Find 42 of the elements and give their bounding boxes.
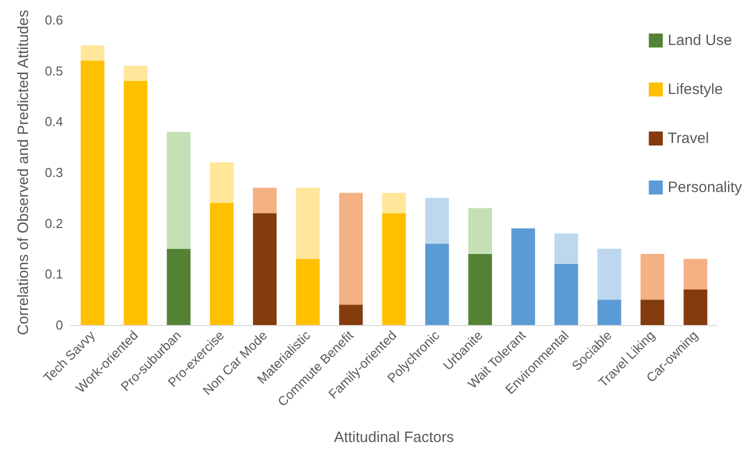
bar: [382, 213, 406, 325]
bar: [684, 289, 708, 325]
bar: [425, 198, 449, 244]
bar: [640, 300, 664, 325]
bar: [511, 228, 536, 325]
y-tick-label: 0.1: [44, 266, 63, 282]
bar: [252, 188, 277, 214]
bar: [468, 208, 492, 254]
bar: [684, 258, 708, 290]
bar: [339, 192, 363, 305]
bar: [210, 203, 234, 325]
y-axis-title: Correlations of Observed and Predicted Attitudes: [15, 10, 32, 336]
legend-label: Personality: [668, 179, 742, 196]
y-tick-label: 0: [56, 318, 63, 332]
bar: [425, 244, 449, 325]
bar: [80, 60, 104, 325]
y-tick-label: 0.3: [44, 165, 63, 180]
y-tick-label: 0.2: [44, 216, 63, 231]
bar: [554, 264, 578, 325]
bar: [166, 248, 191, 325]
bar: [468, 254, 492, 325]
bar: [554, 234, 578, 264]
legend-label: Travel: [668, 130, 709, 147]
y-tick-label: 0.4: [44, 114, 63, 130]
y-tick-label: 0.5: [44, 63, 63, 78]
bar: [296, 188, 320, 259]
bar: [640, 254, 664, 300]
legend-label: Land Use: [668, 32, 732, 49]
legend-label: Lifestyle: [668, 81, 723, 98]
bar: [124, 66, 148, 81]
bar: [80, 45, 104, 61]
bar: [382, 192, 406, 214]
bar: [339, 304, 363, 325]
bar: [210, 162, 234, 203]
bar: [124, 81, 148, 325]
bar: [597, 300, 622, 325]
x-axis-title: Attitudinal Factors: [334, 429, 454, 446]
bar: [166, 132, 191, 249]
bar: [252, 213, 277, 325]
bar: [296, 258, 320, 325]
bar: [597, 248, 622, 300]
y-tick-label: 0.6: [44, 12, 63, 28]
